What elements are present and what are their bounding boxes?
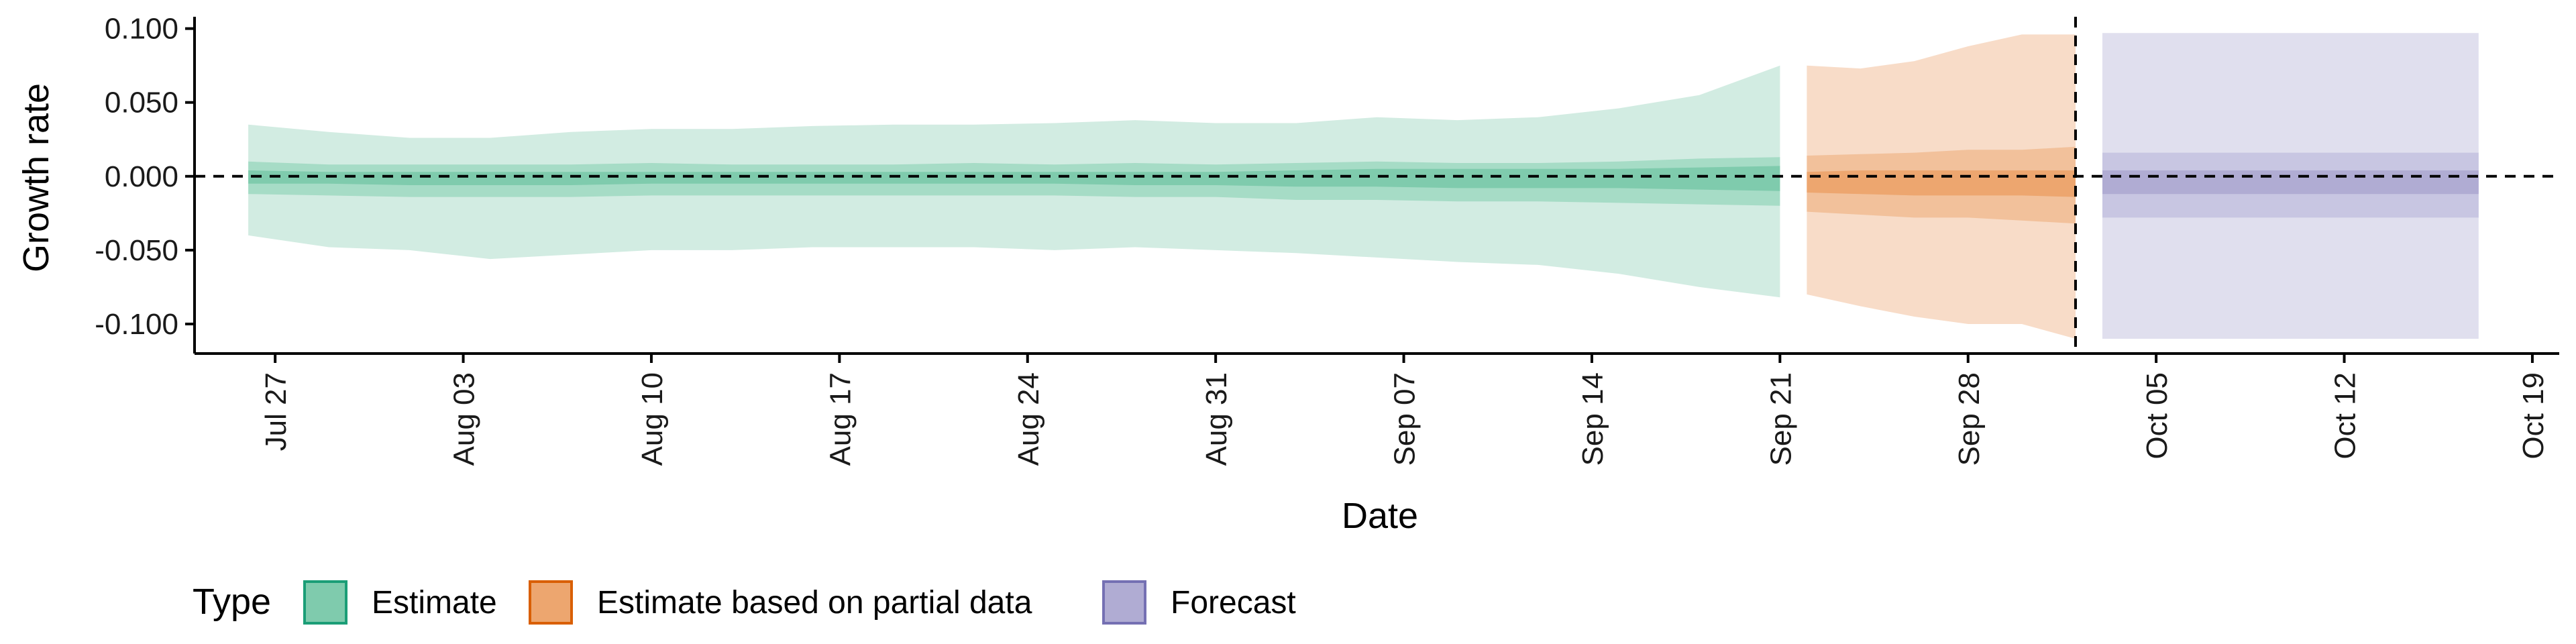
legend-swatch-2 bbox=[1102, 580, 1146, 625]
y-tick-label: 0.050 bbox=[105, 87, 178, 119]
x-tick-label: Oct 19 bbox=[2517, 372, 2550, 460]
y-tick-label: 0.000 bbox=[105, 160, 178, 193]
legend-label-0: Estimate bbox=[372, 585, 497, 621]
x-tick-label: Jul 27 bbox=[260, 372, 292, 451]
legend-swatch-1 bbox=[529, 580, 573, 625]
y-tick-label: 0.100 bbox=[105, 13, 178, 46]
legend: Type Estimate Estimate based on partial da… bbox=[193, 580, 1296, 625]
x-tick-label: Oct 12 bbox=[2329, 372, 2362, 460]
axes: 0.100 0.050 0.000 -0.050 -0.100 Jul 27 Aug 03 A… bbox=[95, 13, 2559, 466]
y-axis-title: Growth rate bbox=[16, 83, 56, 272]
x-tick-label: Sep 14 bbox=[1576, 372, 1609, 466]
x-axis-title: Date bbox=[1342, 496, 1418, 536]
uncertainty-bands bbox=[248, 33, 2479, 339]
x-tick-label: Oct 05 bbox=[2141, 372, 2174, 460]
x-tick-label: Aug 10 bbox=[636, 372, 669, 466]
y-tick-label: -0.050 bbox=[95, 234, 178, 267]
band-0-inner bbox=[248, 166, 1780, 191]
legend-swatch-0 bbox=[303, 580, 347, 625]
x-tick-label: Aug 17 bbox=[824, 372, 857, 466]
legend-label-2: Forecast bbox=[1171, 585, 1296, 621]
x-tick-label: Sep 21 bbox=[1764, 372, 1797, 466]
band-1-inner bbox=[1807, 170, 2076, 197]
x-tick-label: Aug 24 bbox=[1012, 372, 1045, 466]
x-tick-label: Sep 28 bbox=[1953, 372, 1986, 466]
x-tick-label: Aug 03 bbox=[448, 372, 481, 466]
legend-title: Type bbox=[193, 582, 271, 622]
y-tick-label: -0.100 bbox=[95, 308, 178, 341]
x-tick-label: Aug 31 bbox=[1200, 372, 1233, 466]
legend-label-1: Estimate based on partial data bbox=[597, 585, 1032, 621]
band-2-inner bbox=[2102, 170, 2479, 195]
x-tick-label: Sep 07 bbox=[1389, 372, 1421, 466]
